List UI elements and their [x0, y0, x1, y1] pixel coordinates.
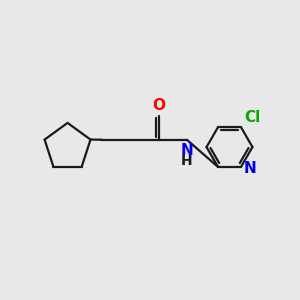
Text: Cl: Cl — [244, 110, 261, 125]
Text: H: H — [181, 154, 193, 168]
Text: N: N — [180, 143, 193, 158]
Text: O: O — [152, 98, 165, 112]
Text: N: N — [243, 160, 256, 175]
